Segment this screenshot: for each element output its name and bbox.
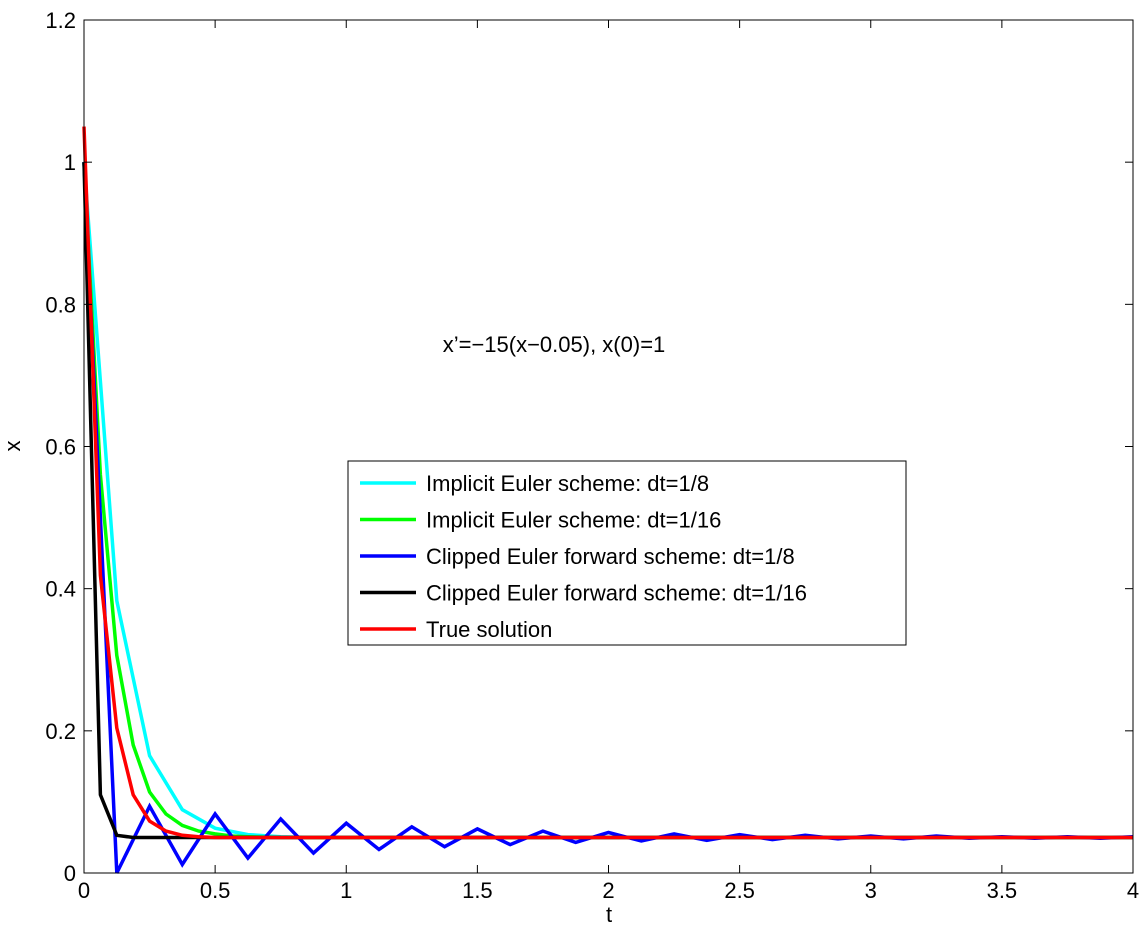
x-axis-label: t	[606, 902, 612, 927]
legend-box	[347, 460, 907, 646]
x-tick-label: 4	[1127, 878, 1139, 903]
legend-label-1: Implicit Euler scheme: dt=1/8	[426, 471, 709, 496]
x-tick-label: 1.5	[462, 878, 493, 903]
y-axis-label: x	[0, 441, 25, 452]
legend: Implicit Euler scheme: dt=1/8 Implicit Eu…	[347, 460, 907, 646]
y-tick-label: 1	[64, 150, 76, 175]
x-tick-label: 3	[865, 878, 877, 903]
y-axis-ticks: 0 0.2 0.4 0.6 0.8 1 1.2	[45, 8, 1133, 886]
equation-annotation: x’=−15(x−0.05), x(0)=1	[443, 332, 666, 357]
x-tick-label: 2	[602, 878, 614, 903]
series-layer	[82, 126, 1134, 874]
x-tick-label: 1	[340, 878, 352, 903]
series-line-5	[82, 126, 1133, 840]
y-tick-label: 0.2	[45, 719, 76, 744]
x-tick-label: 3.5	[987, 878, 1018, 903]
y-tick-label: 0.4	[45, 577, 76, 602]
x-tick-label: 2.5	[724, 878, 755, 903]
x-tick-label: 0	[78, 878, 90, 903]
legend-label-5: True solution	[426, 617, 552, 642]
legend-label-2: Implicit Euler scheme: dt=1/16	[426, 508, 721, 533]
y-tick-label: 1.2	[45, 8, 76, 33]
legend-label-3: Clipped Euler forward scheme: dt=1/8	[426, 544, 795, 569]
y-tick-label: 0.8	[45, 292, 76, 317]
y-tick-label: 0	[64, 861, 76, 886]
x-tick-label: 0.5	[200, 878, 231, 903]
y-tick-label: 0.6	[45, 435, 76, 460]
legend-label-4: Clipped Euler forward scheme: dt=1/16	[426, 581, 807, 606]
x-axis-ticks: 0 0.5 1 1.5 2 2.5 3 3.5 4	[78, 20, 1139, 903]
